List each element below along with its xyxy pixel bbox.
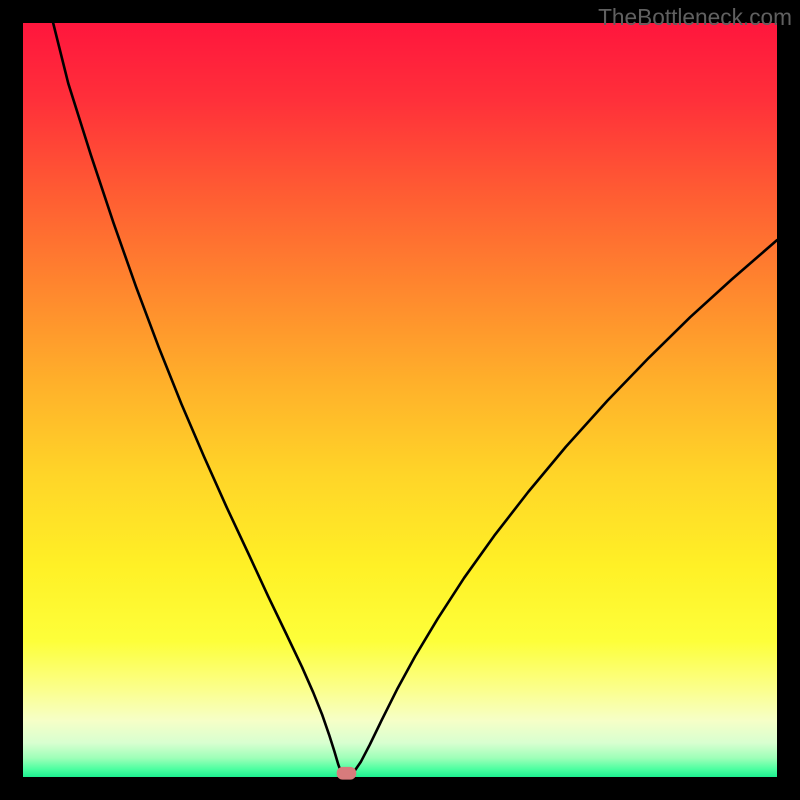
chart-svg: [0, 0, 800, 800]
plot-area: [23, 23, 777, 777]
minimum-marker: [337, 767, 357, 780]
bottleneck-chart: TheBottleneck.com: [0, 0, 800, 800]
